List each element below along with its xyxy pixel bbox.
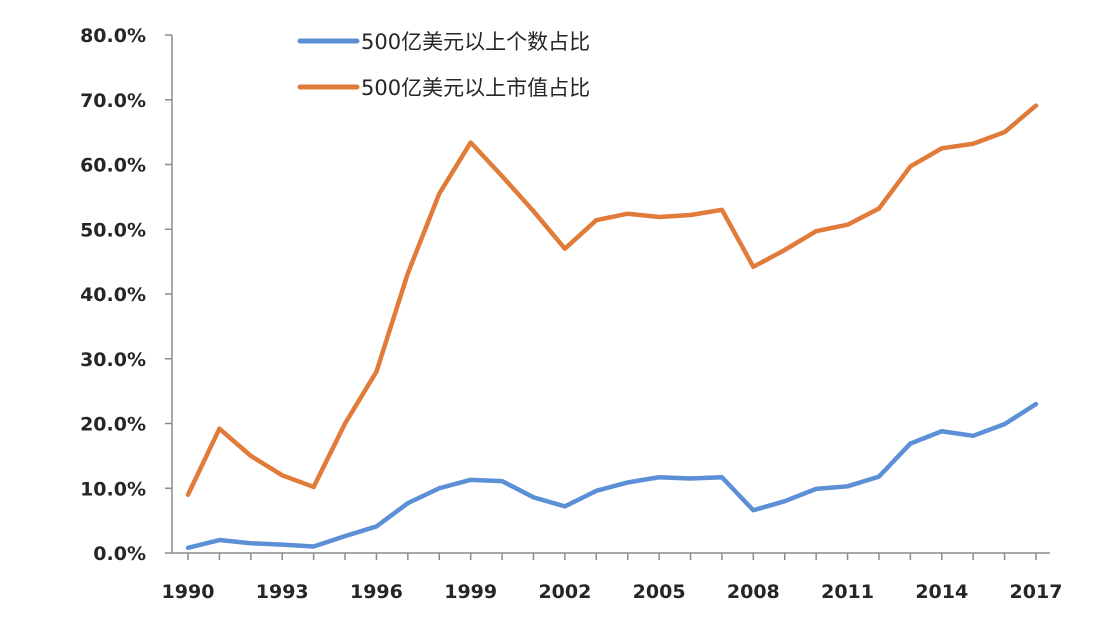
x-tick-label: 1996: [350, 581, 403, 603]
y-tick-label: 50.0%: [80, 219, 146, 241]
x-tick-label: 1993: [256, 581, 309, 603]
series-line-2: [185, 103, 1039, 497]
x-tick-label: 2011: [821, 581, 874, 603]
x-tick-label: 2014: [915, 581, 968, 603]
x-tick-label: 2005: [633, 581, 686, 603]
series-layer: [185, 103, 1039, 551]
y-tick-label: 0.0%: [93, 543, 146, 565]
x-tick-label: 2017: [1010, 581, 1063, 603]
series-line-1: [185, 401, 1039, 551]
legend-label-1: 500亿美元以上个数占比: [361, 30, 590, 54]
x-tick-label: 2002: [538, 581, 591, 603]
y-tick-label: 70.0%: [80, 90, 146, 112]
x-tick-label: 1999: [444, 581, 497, 603]
x-tick-label: 1990: [162, 581, 215, 603]
legend-label-2: 500亿美元以上市值占比: [361, 76, 590, 100]
legend: 500亿美元以上个数占比 500亿美元以上市值占比: [297, 30, 590, 100]
y-tick-label: 80.0%: [80, 25, 146, 47]
x-tick-label: 2008: [727, 581, 780, 603]
y-tick-label: 10.0%: [80, 478, 146, 500]
axes: 0.0% 10.0% 20.0% 30.0% 40.0% 50.0% 60.0% 70.0% 8…: [80, 25, 1062, 603]
y-tick-label: 60.0%: [80, 155, 146, 177]
y-tick-label: 20.0%: [80, 414, 146, 436]
y-tick-label: 30.0%: [80, 349, 146, 371]
y-tick-label: 40.0%: [80, 284, 146, 306]
